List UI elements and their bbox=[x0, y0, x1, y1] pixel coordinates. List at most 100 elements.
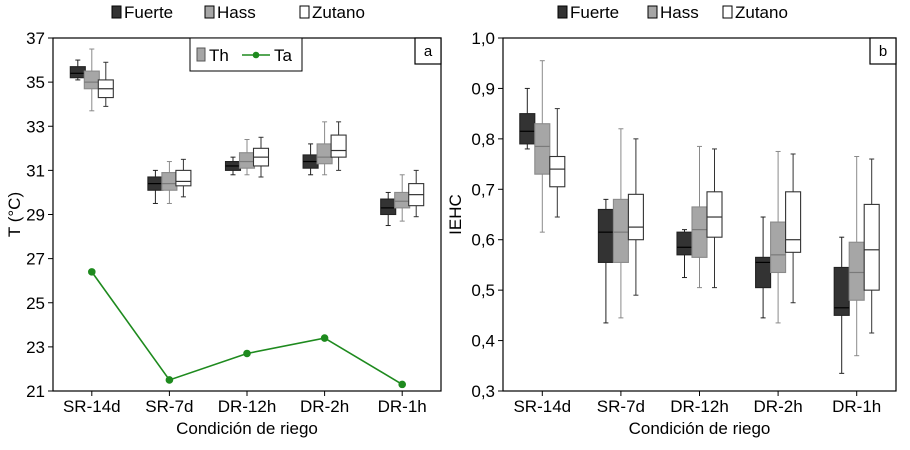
box-body bbox=[706, 191, 723, 238]
box-zutano bbox=[549, 108, 566, 218]
box-body bbox=[316, 143, 333, 165]
box-body bbox=[676, 231, 693, 256]
legend-swatch-zutano bbox=[299, 5, 310, 19]
y-tick-label: 23 bbox=[26, 338, 45, 357]
x-tick-label: SR-7d bbox=[597, 397, 645, 416]
box-body bbox=[69, 66, 86, 79]
chart-panel-a: 21 23 25 27 29 31 33 35 37 SR-14d SR-7d DR-12h DR-2h… bbox=[5, 3, 442, 438]
legend-swatch-fuerte bbox=[111, 5, 122, 19]
y-tick-label: 0,3 bbox=[471, 382, 495, 401]
legend-label-zutano: Zutano bbox=[312, 3, 365, 22]
box-hass bbox=[238, 138, 256, 176]
inner-legend-swatch-th bbox=[196, 47, 206, 62]
box-body bbox=[380, 198, 397, 216]
box-zutano bbox=[627, 138, 644, 296]
legend-swatch-fuerte bbox=[557, 5, 568, 19]
point-ta bbox=[398, 380, 407, 389]
y-tick-label: 0,6 bbox=[471, 231, 495, 250]
x-tick-label: DR-2h bbox=[754, 397, 803, 416]
y-tick-label: 25 bbox=[26, 294, 45, 313]
y-tick-label: 0,4 bbox=[471, 332, 495, 351]
box-fuerte bbox=[224, 156, 242, 176]
box-zutano bbox=[706, 148, 723, 289]
box-fuerte bbox=[833, 236, 850, 374]
y-axis-title: IEHC bbox=[446, 194, 465, 235]
box-fuerte bbox=[380, 191, 397, 227]
chart-panel-b: 0,3 0,4 0,5 0,6 0,7 0,8 0,9 1,0 SR-14d SR-7d DR-12… bbox=[446, 3, 897, 438]
legend-swatch-hass bbox=[204, 5, 215, 19]
box-body bbox=[519, 113, 536, 145]
box-body bbox=[612, 198, 629, 263]
y-tick-label: 37 bbox=[26, 29, 45, 48]
box-body bbox=[785, 191, 802, 253]
box-hass bbox=[770, 150, 787, 324]
box-fuerte bbox=[676, 229, 693, 279]
y-tick-label: 0,7 bbox=[471, 180, 495, 199]
box-zutano bbox=[97, 61, 114, 107]
box-fuerte bbox=[755, 216, 772, 319]
box-hass bbox=[394, 174, 411, 222]
legend-label-hass: Hass bbox=[217, 3, 256, 22]
y-tick-label: 35 bbox=[26, 73, 45, 92]
y-tick-label: 31 bbox=[26, 161, 45, 180]
panel-label: a bbox=[424, 43, 433, 60]
box-zutano bbox=[252, 136, 270, 178]
box-hass bbox=[316, 121, 333, 176]
point-ta bbox=[243, 349, 251, 358]
box-hass bbox=[83, 48, 100, 112]
inner-legend-label-th: Th bbox=[209, 46, 229, 65]
x-axis-title: Condición de riego bbox=[629, 419, 771, 438]
panel-label-box bbox=[869, 37, 897, 65]
box-hass bbox=[161, 161, 178, 204]
box-fuerte bbox=[597, 198, 614, 324]
y-tick-label: 27 bbox=[26, 250, 45, 269]
box-body bbox=[330, 134, 347, 158]
box-fuerte bbox=[302, 143, 319, 176]
box-body bbox=[549, 155, 566, 188]
x-tick-label: SR-7d bbox=[145, 397, 193, 416]
box-hass bbox=[534, 60, 551, 233]
box-body bbox=[691, 206, 708, 258]
y-tick-label: 0,9 bbox=[471, 79, 495, 98]
x-tick-label: DR-2h bbox=[300, 397, 349, 416]
box-hass bbox=[691, 145, 708, 289]
box-zutano bbox=[330, 121, 347, 171]
point-ta bbox=[165, 376, 174, 384]
y-tick-label: 29 bbox=[26, 206, 45, 225]
y-tick-label: 1,0 bbox=[471, 29, 495, 48]
x-tick-label: DR-1h bbox=[832, 397, 881, 416]
inner-legend-label-ta: Ta bbox=[274, 46, 293, 65]
x-tick-label: DR-12h bbox=[218, 397, 277, 416]
point-ta bbox=[320, 334, 329, 342]
box-hass bbox=[848, 156, 865, 357]
line-series-ta bbox=[91, 271, 403, 386]
legend-swatch-zutano bbox=[722, 5, 733, 19]
box-body bbox=[238, 152, 256, 169]
box-zutano bbox=[785, 153, 802, 304]
legend-label-fuerte: Fuerte bbox=[124, 3, 173, 22]
panel-label: b bbox=[879, 43, 887, 60]
x-tick-label: SR-14d bbox=[513, 397, 571, 416]
y-tick-label: 33 bbox=[26, 117, 45, 136]
legend-label-zutano: Zutano bbox=[735, 3, 788, 22]
panel-label-box bbox=[414, 37, 442, 65]
x-axis-title: Condición de riego bbox=[176, 419, 318, 438]
y-axis-title: T (°C) bbox=[5, 192, 24, 237]
box-body bbox=[627, 193, 644, 241]
box-body bbox=[534, 123, 551, 175]
box-fuerte bbox=[147, 169, 164, 204]
box-fuerte bbox=[519, 87, 536, 150]
y-tick-label: 21 bbox=[26, 382, 45, 401]
point-ta bbox=[88, 268, 96, 276]
box-body bbox=[848, 241, 865, 301]
box-body bbox=[175, 169, 192, 187]
box-fuerte bbox=[69, 59, 86, 81]
y-tick-label: 0,8 bbox=[471, 130, 495, 149]
x-tick-label: DR-12h bbox=[670, 397, 729, 416]
legend-label-fuerte: Fuerte bbox=[570, 3, 619, 22]
box-body bbox=[161, 172, 178, 191]
legend-label-hass: Hass bbox=[660, 3, 699, 22]
inner-legend-marker-ta bbox=[252, 51, 260, 59]
box-body bbox=[83, 70, 100, 90]
